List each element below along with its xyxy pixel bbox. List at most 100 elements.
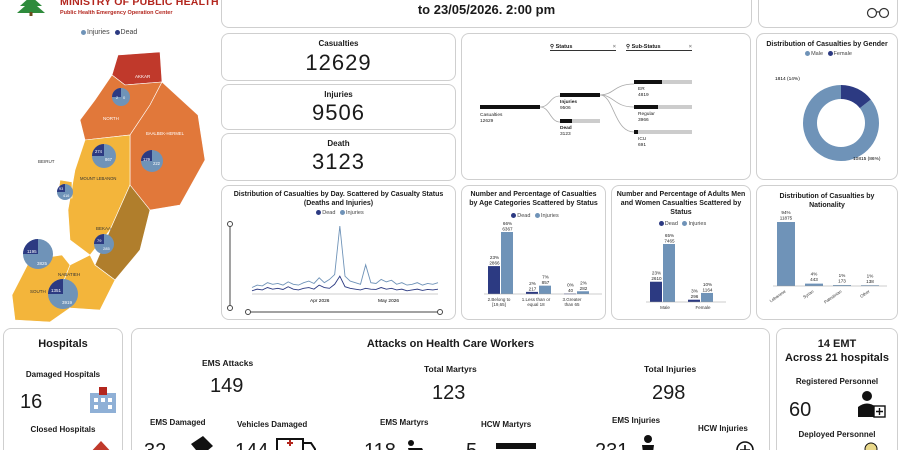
gender-donut: 1814 (14%) 10815 (86%) (775, 76, 881, 162)
adults-legend: Dead Injuries (612, 221, 750, 227)
age-bar-2-1 (577, 291, 589, 294)
tree-root-label: Casualties (480, 112, 503, 118)
ems-martyrs-value: 118 (364, 440, 396, 450)
line-series-injuries (251, 225, 439, 288)
hospitals-card: Hospitals Damaged Hospitals 16 Closed Ho… (3, 328, 123, 450)
hcw-injuries-label: HCW Injuries (698, 424, 748, 433)
bubble-akkar-injuries: 0 (123, 95, 126, 100)
age-chart-card: Number and Percentage of Casualties by A… (461, 185, 606, 320)
map-legend: Injuries Dead (78, 29, 137, 36)
nationality-data-label: 1% (867, 273, 874, 278)
adults-data-label: 296 (691, 294, 699, 299)
horizontal-slider-handle[interactable] (437, 309, 443, 315)
nationality-data-label: 94% (781, 210, 790, 215)
status-filter[interactable]: ⚲ Status × (550, 44, 616, 51)
tree-root-value: 12629 (480, 118, 494, 124)
tree-injuries-label: Injuries (560, 99, 577, 105)
deployed-personnel-label: Deployed Personnel (798, 430, 876, 439)
legend-injuries: Injuries (540, 213, 559, 219)
age-data-label: 2% (580, 280, 587, 285)
age-data-label: 40 (568, 288, 574, 293)
horizontal-slider-handle[interactable] (245, 309, 251, 315)
adults-data-label: 23% (652, 271, 661, 276)
total-martyrs-value: 123 (432, 382, 466, 404)
age-cat-2: 3.Greater than 65 (562, 297, 582, 307)
ems-damaged-value: 32 (144, 440, 166, 450)
kpi-injuries-value: 9506 (312, 100, 365, 125)
bubble-nabatieh-injuries: 3825 (37, 261, 48, 266)
tree-regular-value: 3966 (638, 117, 649, 123)
daily-title: Distribution of Casualties by Day. Scatt… (233, 191, 444, 207)
age-data-label: 7% (542, 275, 549, 280)
date-text: to 23/05/2026. 2:00 pm (417, 2, 556, 17)
damaged-hospitals-label: Damaged Hospitals (25, 370, 101, 379)
nationality-bar-1 (805, 283, 823, 286)
bubble-baalbek-dead: 129 (143, 157, 151, 162)
label-north: NORTH (103, 116, 119, 121)
attacks-title: Attacks on Health Care Workers (366, 338, 535, 350)
close-icon[interactable]: × (612, 44, 616, 50)
adults-cat-1: Female (695, 305, 711, 310)
age-data-label: 282 (580, 286, 588, 291)
vehicles-damaged-label: Vehicles Damaged (237, 420, 308, 429)
bubble-baalbek: 129 222 (141, 150, 163, 172)
damaged-hospital-icon (90, 387, 116, 413)
vertical-slider-handle[interactable] (227, 221, 233, 227)
adults-bar-0-0 (650, 281, 662, 302)
adults-chart-card: Number and Percentage of Adults Men and … (611, 185, 751, 320)
gender-legend: Male Female (757, 51, 897, 57)
legend-injuries: Injuries (345, 210, 364, 216)
center-name: Public Health Emergency Operation Center (60, 10, 173, 16)
legend-injuries: Injuries (87, 29, 110, 36)
glasses-icon (866, 7, 890, 19)
age-data-label: 857 (542, 280, 550, 285)
nationality-title: Distribution of Casualties by Nationalit… (779, 193, 875, 209)
close-icon[interactable]: × (688, 44, 692, 50)
nationality-bar-3 (861, 285, 879, 286)
bubble-beirut-injuries: 416 (63, 194, 69, 198)
tree-dead-label: Dead (560, 125, 572, 131)
kpi-death-card: Death 3123 (221, 133, 456, 181)
emt-card: 14 EMT Across 21 hospitals Registered Pe… (776, 328, 898, 450)
date-banner: to 23/05/2026. 2:00 pm (221, 0, 752, 28)
kpi-injuries-label: Injuries (324, 90, 353, 99)
bubble-south-injuries: 3919 (62, 300, 73, 305)
gender-title: Distribution of Casualties by Gender (766, 41, 888, 48)
age-bar-1-0 (526, 291, 538, 294)
bubble-nabatieh: 1195 3825 (23, 239, 53, 269)
bubble-mount-injuries: 867 (105, 157, 113, 162)
bubble-akkar-dead: 2 (116, 95, 119, 100)
adults-data-label: 10% (703, 282, 712, 287)
adults-data-label: 2610 (651, 276, 662, 281)
hcw-martyrs-value: 5 (466, 440, 477, 450)
status-tree-svg: Casualties 12629 Injuries 9506 Dead 3123… (480, 80, 692, 148)
tick-may: May 2026 (378, 298, 399, 304)
nationality-data-label: 443 (810, 277, 818, 282)
total-injuries-value: 298 (652, 382, 686, 404)
nationality-data-label: 1% (839, 273, 846, 278)
nationality-bar-svg: 94%11875Lebanese4%443Syrian1%173Palestin… (769, 210, 887, 305)
ems-martyrs-label: EMS Martyrs (380, 418, 429, 427)
legend-injuries: Injuries (688, 221, 707, 227)
tree-dead-value: 3123 (560, 131, 571, 137)
daily-legend: Dead Injuries (222, 210, 455, 216)
bubble-mount: 274 867 (92, 144, 116, 168)
fallen-medic-icon (408, 440, 423, 450)
substatus-filter[interactable]: ⚲ Sub-Status × (626, 44, 692, 51)
ems-injuries-label: EMS Injuries (612, 416, 661, 425)
ministry-title: MINISTRY OF PUBLIC HEALTH (60, 0, 219, 8)
registered-personnel-value: 60 (789, 399, 812, 421)
registered-personnel-label: Registered Personnel (795, 377, 879, 386)
label-bekaa: BEKAA (96, 226, 111, 231)
legend-female: Female (833, 51, 852, 57)
bubble-bekaa-dead: 79 (97, 238, 102, 243)
adults-bar-svg: 23%2610 65%7465 3%296 10%1164 (646, 233, 726, 303)
ems-attacks-label: EMS Attacks (202, 358, 254, 368)
vertical-slider-handle[interactable] (227, 305, 233, 311)
adults-data-label: 7465 (664, 239, 675, 244)
bubble-bekaa-injuries: 285 (103, 246, 110, 251)
lebanon-map: AKKAR NORTH BAALBEK-HERMEL BEIRUT MOUNT … (11, 51, 206, 323)
kpi-death-value: 3123 (312, 149, 365, 174)
filter-icon: ⚲ (550, 44, 555, 50)
